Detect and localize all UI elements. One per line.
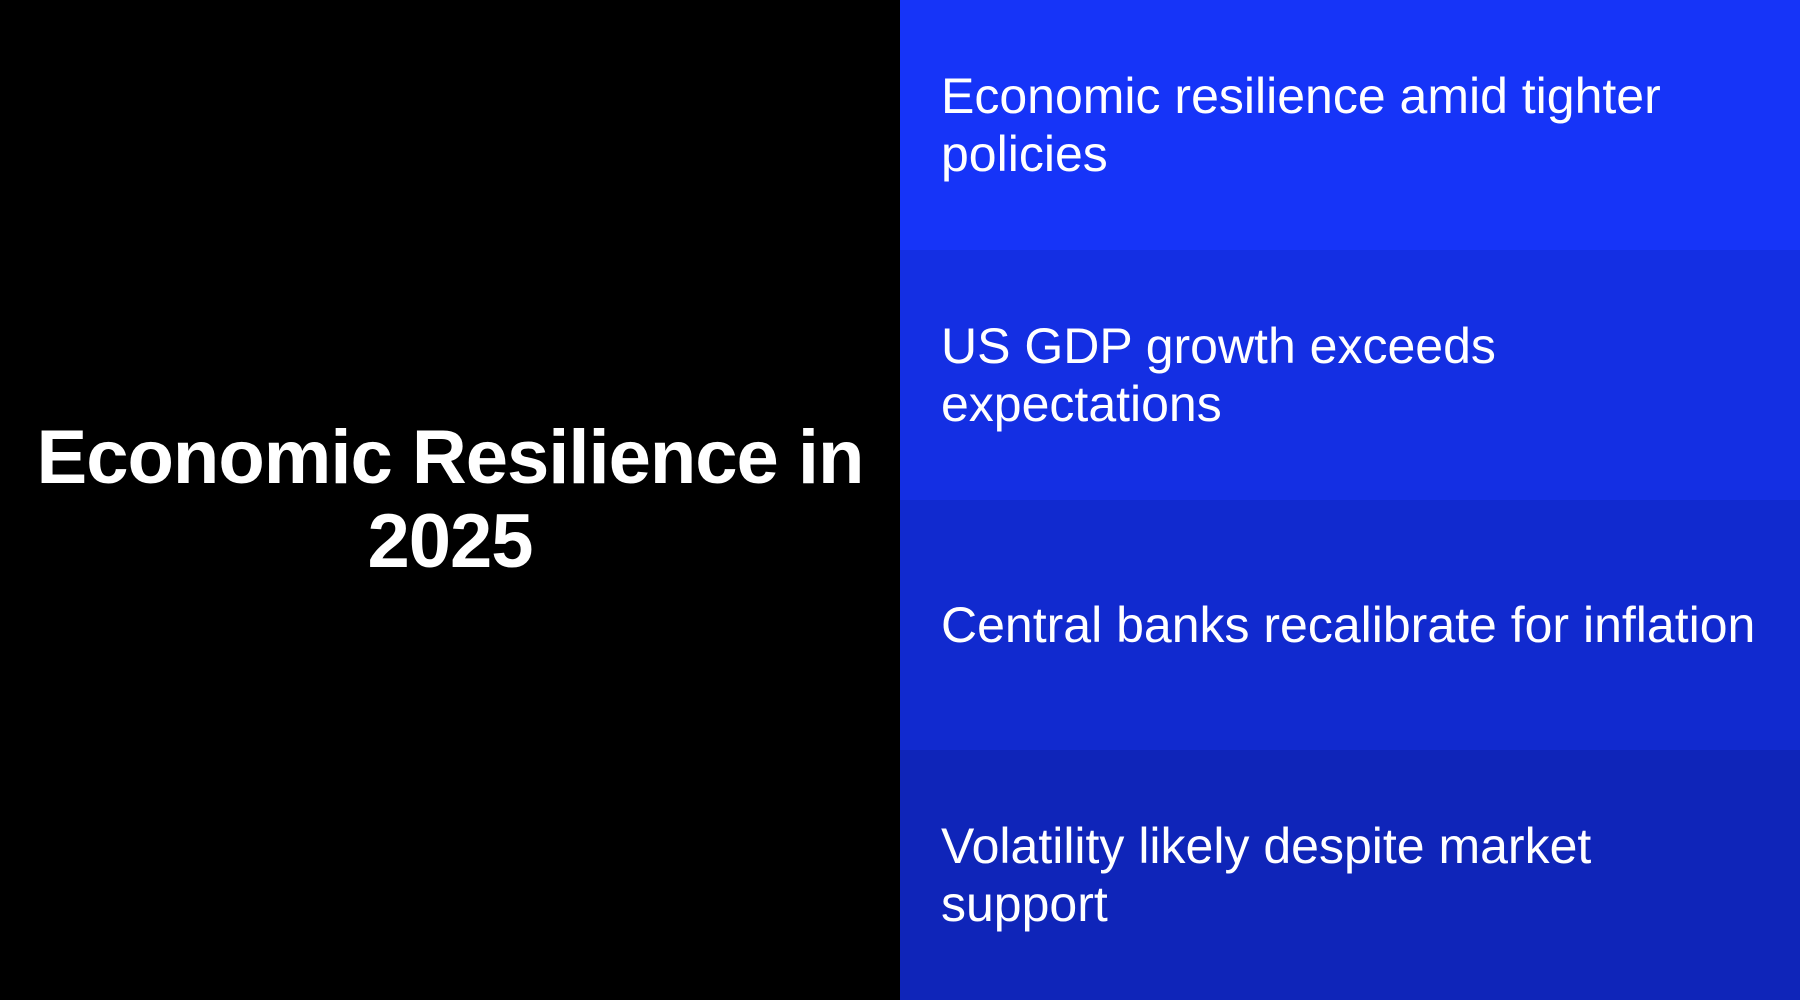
key-point-text: Volatility likely despite market support (941, 818, 1592, 932)
key-point-text: Central banks recalibrate for inflation (941, 597, 1756, 653)
key-point-3: Central banks recalibrate for inflation (900, 500, 1800, 750)
title-panel: Economic Resilience in 2025 (0, 0, 900, 1000)
key-point-2: US GDP growth exceeds expectations (900, 250, 1800, 500)
key-point-4: Volatility likely despite market support (900, 750, 1800, 1000)
key-points-panel: Economic resilience amid tighter policie… (900, 0, 1800, 1000)
key-point-1: Economic resilience amid tighter policie… (900, 0, 1800, 250)
key-point-text: Economic resilience amid tighter policie… (941, 68, 1661, 182)
slide-title: Economic Resilience in 2025 (36, 415, 865, 584)
key-point-text: US GDP growth exceeds expectations (941, 318, 1496, 432)
